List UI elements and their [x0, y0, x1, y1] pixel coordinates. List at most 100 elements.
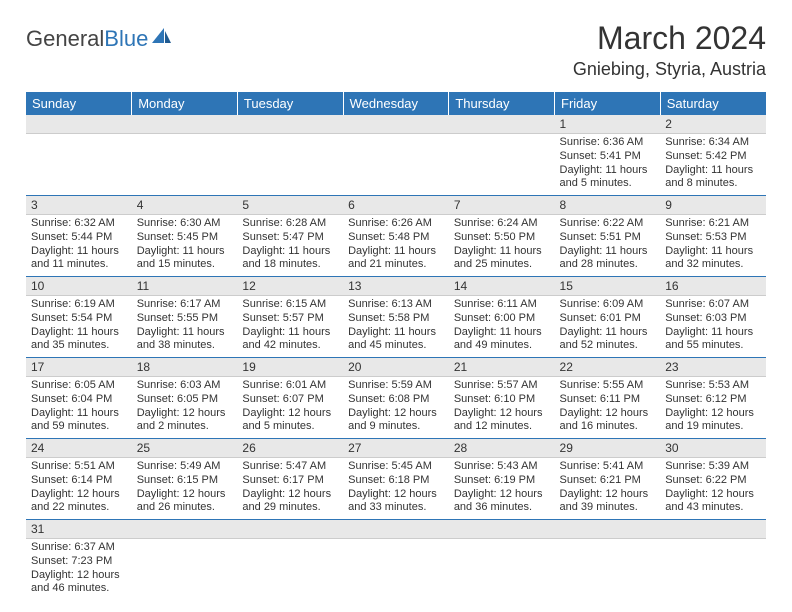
day-detail-text	[343, 539, 449, 593]
day-detail-text: Sunrise: 6:05 AMSunset: 6:04 PMDaylight:…	[26, 377, 132, 438]
brand-logo: GeneralBlue	[26, 26, 173, 52]
day-number: 19	[237, 358, 343, 377]
day-number: 1	[555, 115, 661, 134]
calendar-week-row: 3Sunrise: 6:32 AMSunset: 5:44 PMDaylight…	[26, 196, 766, 277]
calendar-day-cell	[449, 520, 555, 601]
calendar-day-cell: 25Sunrise: 5:49 AMSunset: 6:15 PMDayligh…	[132, 439, 238, 520]
calendar-week-row: 10Sunrise: 6:19 AMSunset: 5:54 PMDayligh…	[26, 277, 766, 358]
calendar-day-cell: 10Sunrise: 6:19 AMSunset: 5:54 PMDayligh…	[26, 277, 132, 358]
calendar-body: 1Sunrise: 6:36 AMSunset: 5:41 PMDaylight…	[26, 115, 766, 600]
calendar-day-cell	[26, 115, 132, 196]
day-number	[132, 115, 238, 134]
calendar-day-cell: 18Sunrise: 6:03 AMSunset: 6:05 PMDayligh…	[132, 358, 238, 439]
day-detail-text	[449, 134, 555, 188]
calendar-day-cell: 13Sunrise: 6:13 AMSunset: 5:58 PMDayligh…	[343, 277, 449, 358]
calendar-day-cell: 24Sunrise: 5:51 AMSunset: 6:14 PMDayligh…	[26, 439, 132, 520]
calendar-day-cell: 21Sunrise: 5:57 AMSunset: 6:10 PMDayligh…	[449, 358, 555, 439]
day-detail-text: Sunrise: 5:43 AMSunset: 6:19 PMDaylight:…	[449, 458, 555, 519]
calendar-day-cell: 8Sunrise: 6:22 AMSunset: 5:51 PMDaylight…	[555, 196, 661, 277]
calendar-day-cell	[449, 115, 555, 196]
logo-text-1: General	[26, 26, 104, 52]
day-detail-text: Sunrise: 6:30 AMSunset: 5:45 PMDaylight:…	[132, 215, 238, 276]
day-header: Sunday	[26, 92, 132, 115]
day-detail-text	[660, 539, 766, 593]
day-header: Wednesday	[343, 92, 449, 115]
calendar-table: SundayMondayTuesdayWednesdayThursdayFrid…	[26, 92, 766, 600]
logo-text-2: Blue	[104, 26, 148, 52]
day-detail-text: Sunrise: 5:57 AMSunset: 6:10 PMDaylight:…	[449, 377, 555, 438]
day-detail-text	[343, 134, 449, 188]
day-number: 3	[26, 196, 132, 215]
calendar-week-row: 17Sunrise: 6:05 AMSunset: 6:04 PMDayligh…	[26, 358, 766, 439]
day-detail-text: Sunrise: 6:28 AMSunset: 5:47 PMDaylight:…	[237, 215, 343, 276]
day-detail-text: Sunrise: 6:24 AMSunset: 5:50 PMDaylight:…	[449, 215, 555, 276]
day-header: Tuesday	[237, 92, 343, 115]
day-number: 7	[449, 196, 555, 215]
day-number: 11	[132, 277, 238, 296]
calendar-day-cell	[555, 520, 661, 601]
day-detail-text	[237, 134, 343, 188]
calendar-day-cell: 27Sunrise: 5:45 AMSunset: 6:18 PMDayligh…	[343, 439, 449, 520]
day-number: 18	[132, 358, 238, 377]
title-block: March 2024 Gniebing, Styria, Austria	[573, 20, 766, 80]
day-number: 29	[555, 439, 661, 458]
calendar-day-cell: 9Sunrise: 6:21 AMSunset: 5:53 PMDaylight…	[660, 196, 766, 277]
day-number: 8	[555, 196, 661, 215]
day-header: Friday	[555, 92, 661, 115]
day-detail-text	[132, 134, 238, 188]
day-number	[26, 115, 132, 134]
day-number	[237, 115, 343, 134]
calendar-day-cell: 23Sunrise: 5:53 AMSunset: 6:12 PMDayligh…	[660, 358, 766, 439]
day-detail-text: Sunrise: 6:36 AMSunset: 5:41 PMDaylight:…	[555, 134, 661, 195]
day-number: 14	[449, 277, 555, 296]
calendar-day-cell: 2Sunrise: 6:34 AMSunset: 5:42 PMDaylight…	[660, 115, 766, 196]
day-number: 23	[660, 358, 766, 377]
day-detail-text: Sunrise: 6:37 AMSunset: 7:23 PMDaylight:…	[26, 539, 132, 600]
day-number	[660, 520, 766, 539]
calendar-day-cell	[132, 115, 238, 196]
calendar-day-cell: 6Sunrise: 6:26 AMSunset: 5:48 PMDaylight…	[343, 196, 449, 277]
day-number	[237, 520, 343, 539]
logo-sail-icon	[151, 27, 173, 45]
day-detail-text: Sunrise: 6:26 AMSunset: 5:48 PMDaylight:…	[343, 215, 449, 276]
day-header: Thursday	[449, 92, 555, 115]
day-number: 12	[237, 277, 343, 296]
day-number: 17	[26, 358, 132, 377]
calendar-week-row: 1Sunrise: 6:36 AMSunset: 5:41 PMDaylight…	[26, 115, 766, 196]
day-header: Saturday	[660, 92, 766, 115]
day-header-row: SundayMondayTuesdayWednesdayThursdayFrid…	[26, 92, 766, 115]
day-number	[343, 520, 449, 539]
day-detail-text: Sunrise: 6:32 AMSunset: 5:44 PMDaylight:…	[26, 215, 132, 276]
calendar-day-cell: 31Sunrise: 6:37 AMSunset: 7:23 PMDayligh…	[26, 520, 132, 601]
day-detail-text: Sunrise: 6:21 AMSunset: 5:53 PMDaylight:…	[660, 215, 766, 276]
day-number	[449, 520, 555, 539]
calendar-week-row: 24Sunrise: 5:51 AMSunset: 6:14 PMDayligh…	[26, 439, 766, 520]
day-number: 24	[26, 439, 132, 458]
day-number: 6	[343, 196, 449, 215]
day-detail-text: Sunrise: 5:49 AMSunset: 6:15 PMDaylight:…	[132, 458, 238, 519]
day-number: 10	[26, 277, 132, 296]
day-detail-text	[555, 539, 661, 593]
day-detail-text: Sunrise: 6:13 AMSunset: 5:58 PMDaylight:…	[343, 296, 449, 357]
day-number: 31	[26, 520, 132, 539]
day-number: 21	[449, 358, 555, 377]
day-number: 28	[449, 439, 555, 458]
day-number	[343, 115, 449, 134]
day-detail-text: Sunrise: 5:53 AMSunset: 6:12 PMDaylight:…	[660, 377, 766, 438]
day-detail-text: Sunrise: 5:39 AMSunset: 6:22 PMDaylight:…	[660, 458, 766, 519]
calendar-day-cell	[660, 520, 766, 601]
day-number: 25	[132, 439, 238, 458]
calendar-day-cell: 28Sunrise: 5:43 AMSunset: 6:19 PMDayligh…	[449, 439, 555, 520]
calendar-day-cell: 7Sunrise: 6:24 AMSunset: 5:50 PMDaylight…	[449, 196, 555, 277]
calendar-day-cell: 22Sunrise: 5:55 AMSunset: 6:11 PMDayligh…	[555, 358, 661, 439]
calendar-day-cell: 17Sunrise: 6:05 AMSunset: 6:04 PMDayligh…	[26, 358, 132, 439]
day-detail-text: Sunrise: 5:45 AMSunset: 6:18 PMDaylight:…	[343, 458, 449, 519]
location-text: Gniebing, Styria, Austria	[573, 59, 766, 80]
calendar-day-cell	[343, 520, 449, 601]
day-number: 30	[660, 439, 766, 458]
calendar-day-cell	[132, 520, 238, 601]
day-header: Monday	[132, 92, 238, 115]
day-detail-text	[237, 539, 343, 593]
day-detail-text: Sunrise: 5:41 AMSunset: 6:21 PMDaylight:…	[555, 458, 661, 519]
day-number: 27	[343, 439, 449, 458]
